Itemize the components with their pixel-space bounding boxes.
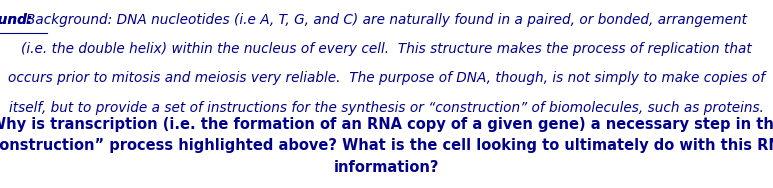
Text: (i.e. the double helix) within the nucleus of every cell.  This structure makes : (i.e. the double helix) within the nucle… (21, 42, 752, 56)
Text: information?: information? (334, 160, 439, 175)
Text: “construction” process highlighted above? What is the cell looking to ultimately: “construction” process highlighted above… (0, 138, 773, 153)
Text: itself, but to provide a set of instructions for the synthesis or “construction”: itself, but to provide a set of instruct… (9, 101, 764, 114)
Text: Background:: Background: (0, 13, 32, 27)
Text: Background: DNA nucleotides (i.e A, T, G, and C) are naturally found in a paired: Background: DNA nucleotides (i.e A, T, G… (26, 13, 747, 27)
Text: Background:: Background: (0, 13, 32, 27)
Text: Why is transcription (i.e. the formation of an RNA copy of a given gene) a neces: Why is transcription (i.e. the formation… (0, 117, 773, 132)
Text: occurs prior to mitosis and meiosis very reliable.  The purpose of DNA, though, : occurs prior to mitosis and meiosis very… (8, 71, 765, 85)
